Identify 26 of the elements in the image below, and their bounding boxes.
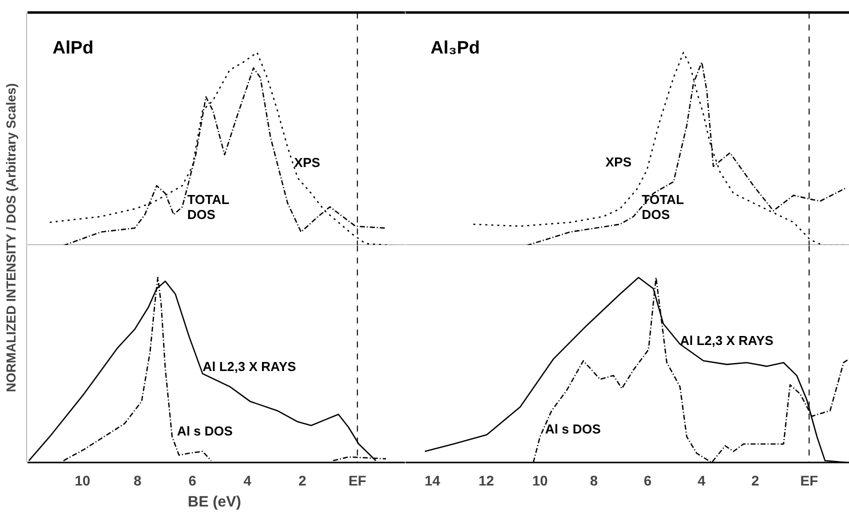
x-tick-label: EF (800, 472, 819, 488)
annotation: Al L2,3 X RAYS (202, 358, 296, 374)
x-tick-label: 12 (478, 472, 494, 488)
x-tick-label: 4 (698, 472, 706, 488)
x-tick-label: 10 (74, 472, 90, 488)
annotation: Al s DOS (545, 422, 602, 437)
annotation: Al s DOS (177, 424, 234, 439)
annotation: TOTAL DOS (642, 192, 684, 222)
x-tick-label: 6 (644, 472, 652, 488)
x-tick-label: 6 (188, 472, 197, 488)
chart-title: AlPd (52, 38, 94, 58)
annotation: Al L2,3 X RAYS (680, 332, 774, 348)
x-tick-label: 2 (751, 472, 760, 488)
x-tick-label: 8 (134, 472, 142, 488)
chart-title: Al₃Pd (430, 38, 480, 58)
annotation: TOTAL DOS (187, 192, 230, 222)
x-tick-label: EF (348, 472, 367, 488)
annotation: XPS (294, 155, 321, 170)
y-axis-title: NORMALIZED INTENSITY / DOS (Arbitrary Scales) (4, 83, 18, 392)
x-axis-title: BE (eV) (188, 494, 242, 510)
x-tick-label: 10 (532, 472, 548, 488)
annotation: XPS (606, 154, 632, 170)
x-tick-label: 8 (590, 472, 598, 488)
x-tick-label: 14 (424, 472, 440, 488)
x-tick-label: 2 (298, 472, 307, 488)
x-tick-label: 4 (244, 472, 252, 488)
